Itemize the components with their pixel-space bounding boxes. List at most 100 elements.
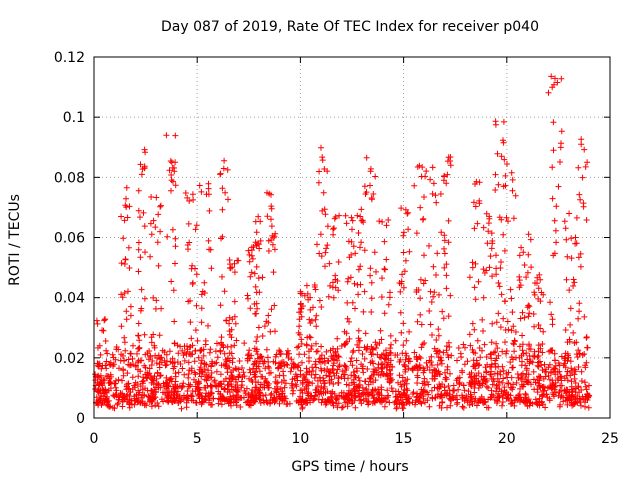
data-point (285, 354, 292, 361)
data-point (103, 373, 110, 379)
data-point (572, 368, 579, 375)
data-point (237, 404, 244, 410)
data-point (532, 280, 538, 286)
data-point (179, 365, 186, 372)
data-point (244, 355, 251, 362)
data-point (291, 361, 298, 368)
data-point (123, 195, 129, 202)
data-point (248, 244, 255, 251)
data-point (478, 393, 485, 400)
data-point (444, 404, 450, 411)
data-point (368, 351, 375, 358)
data-point (312, 358, 319, 365)
data-point (342, 394, 349, 401)
data-point (343, 330, 350, 337)
data-point (121, 357, 128, 364)
data-point (513, 394, 520, 401)
data-point (189, 342, 196, 349)
data-point (417, 295, 424, 302)
data-point (252, 394, 259, 401)
data-point (193, 271, 200, 278)
data-point (321, 360, 328, 366)
data-point (333, 370, 340, 377)
data-point (218, 342, 225, 348)
data-point (439, 308, 446, 315)
data-point (148, 339, 155, 346)
data-point (555, 183, 562, 190)
data-point (493, 340, 500, 347)
data-point (566, 287, 573, 294)
data-point (284, 347, 291, 354)
data-point (402, 257, 409, 264)
data-point (201, 360, 208, 367)
data-point (257, 354, 263, 361)
data-point (245, 391, 252, 398)
data-point (330, 226, 336, 233)
data-point (378, 386, 385, 393)
data-point (570, 329, 577, 336)
data-point (296, 323, 303, 330)
data-point (519, 383, 526, 390)
data-point (579, 174, 586, 181)
data-point (489, 381, 496, 388)
data-point (268, 191, 274, 198)
data-point (576, 300, 583, 307)
data-point (318, 253, 325, 260)
data-point (221, 288, 228, 295)
data-point (154, 400, 161, 406)
data-point (200, 352, 207, 359)
data-point (325, 358, 332, 365)
data-point (401, 362, 408, 369)
data-point (397, 356, 404, 363)
data-point (348, 395, 355, 402)
data-point (400, 342, 407, 349)
data-point (579, 352, 586, 358)
data-point (102, 338, 109, 344)
data-point (388, 385, 395, 392)
data-point (508, 169, 515, 176)
data-point (339, 368, 346, 375)
data-point (215, 400, 222, 407)
data-point (491, 370, 498, 377)
data-point (484, 240, 491, 247)
data-point (575, 364, 582, 370)
data-point (246, 347, 253, 354)
data-point (528, 264, 535, 271)
data-point (192, 327, 199, 334)
data-point (441, 264, 448, 271)
data-point (530, 311, 537, 317)
data-point (155, 403, 162, 410)
data-point (392, 388, 399, 395)
data-point (448, 352, 455, 359)
data-point (372, 173, 379, 180)
data-point (435, 326, 442, 333)
data-point (456, 380, 463, 387)
data-point (364, 366, 371, 372)
data-point (427, 288, 434, 295)
data-point (523, 378, 530, 385)
data-point (316, 391, 323, 398)
data-point (205, 392, 212, 399)
data-point (384, 363, 391, 369)
data-point (276, 400, 283, 407)
data-point (141, 146, 148, 153)
data-point (468, 398, 475, 405)
data-point (163, 380, 170, 387)
data-point (572, 240, 579, 247)
data-point (370, 191, 377, 197)
data-point (120, 394, 127, 400)
data-point (137, 254, 144, 261)
data-point (500, 231, 507, 238)
data-point (208, 374, 215, 381)
data-point (319, 157, 326, 164)
data-point (268, 306, 275, 313)
data-point (231, 298, 238, 305)
data-point (499, 402, 505, 409)
data-point (290, 387, 297, 394)
data-point (368, 309, 375, 315)
data-point (288, 356, 295, 363)
data-point (558, 75, 565, 82)
data-point (570, 276, 577, 283)
data-point (519, 309, 526, 316)
data-point (187, 297, 193, 304)
